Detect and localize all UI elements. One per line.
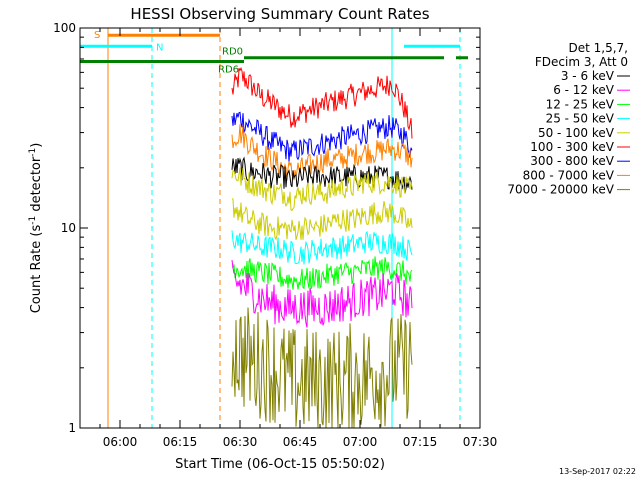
- y-axis-label-main: Count Rate (s: [29, 225, 44, 314]
- x-axis-label: Start Time (06-Oct-15 05:50:02): [175, 457, 385, 472]
- series-line: [231, 198, 413, 241]
- y-axis-label-end: ): [29, 143, 44, 148]
- x-tick-label: 06:45: [283, 435, 318, 449]
- x-tick-label: 07:15: [403, 435, 438, 449]
- y-axis-label-mid: detector: [29, 156, 44, 216]
- series-line: [231, 307, 413, 429]
- legend-entry-label: 100 - 300 keV: [530, 140, 614, 154]
- series-line: [231, 256, 413, 290]
- legend-entry-label: 800 - 7000 keV: [523, 168, 615, 182]
- x-tick-label: 06:00: [103, 435, 138, 449]
- y-axis-label-sup1: -1: [28, 216, 38, 225]
- legend-entry-label: 3 - 6 keV: [561, 69, 615, 83]
- y-axis: 1 10 100: [53, 21, 480, 435]
- legend-entry-label: 12 - 25 keV: [546, 97, 615, 111]
- legend-header-2: FDecim 3, Att 0: [535, 55, 628, 69]
- y-tick-label: 1: [68, 421, 76, 435]
- legend-entry-label: 7000 - 20000 keV: [507, 183, 614, 197]
- plot-area: S N RD0 RD6: [79, 28, 468, 429]
- x-axis: 06:00 06:15 06:30 06:45 07:00 07:15 07:30: [99, 28, 498, 449]
- y-tick-label: 100: [53, 21, 76, 35]
- flag-bar-label: RD6: [218, 64, 239, 75]
- series-line: [231, 260, 413, 328]
- chart-title: HESSI Observing Summary Count Rates: [130, 5, 429, 23]
- legend-header-1: Det 1,5,7,: [569, 41, 629, 55]
- legend-entry-label: 25 - 50 keV: [546, 112, 615, 126]
- legend-entry-label: 50 - 100 keV: [538, 126, 615, 140]
- legend-entry-label: 6 - 12 keV: [553, 83, 615, 97]
- series-line: [231, 230, 413, 265]
- footer-timestamp: 13-Sep-2017 02:22: [559, 467, 636, 476]
- x-tick-label: 06:30: [223, 435, 258, 449]
- series-line: [231, 124, 413, 181]
- x-tick-label: 07:30: [463, 435, 498, 449]
- flag-bar-label: N: [156, 42, 163, 53]
- y-axis-label: Count Rate (s-1 detector-1): [28, 143, 44, 314]
- series-line: [231, 167, 413, 212]
- y-axis-label-sup2: -1: [28, 148, 38, 157]
- y-tick-label: 10: [61, 221, 76, 235]
- flag-bar-label: S: [94, 30, 100, 41]
- series-line: [231, 66, 413, 139]
- series-line: [231, 111, 413, 163]
- legend-entry-label: 300 - 800 keV: [530, 154, 614, 168]
- flag-bar-label: RD0: [222, 47, 243, 58]
- x-tick-label: 07:00: [343, 435, 378, 449]
- x-tick-label: 06:15: [163, 435, 198, 449]
